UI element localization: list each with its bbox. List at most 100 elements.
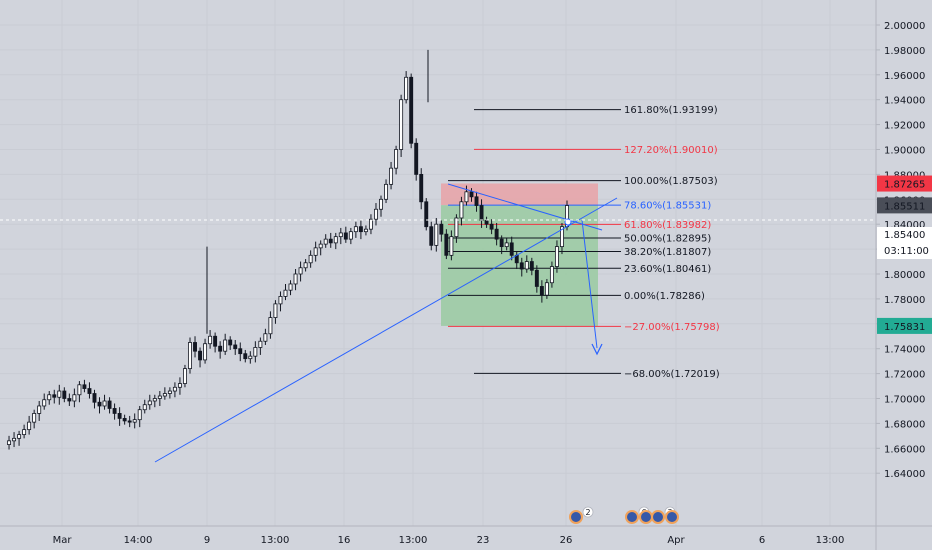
candle-up [132, 419, 137, 423]
time-axis[interactable]: Mar 14:00 9 13:00 16 13:00 23 26 Apr 6 13:00 [53, 535, 845, 546]
fib-level-label: 78.60%(1.85531) [624, 201, 711, 212]
candle-up [32, 413, 37, 423]
time-tick-label: 26 [560, 535, 573, 546]
fib-level-label: 50.00%(1.82895) [624, 233, 711, 244]
candlesticks [7, 49, 569, 450]
candle-down [439, 223, 444, 235]
event-count: 2 [585, 508, 590, 517]
candle-up [368, 218, 373, 230]
time-tick-label: 14:00 [124, 535, 153, 546]
price-tick-label: 1.66000 [884, 444, 925, 455]
candle-down [87, 388, 92, 394]
upper-price-badge: 1.87265 [884, 180, 925, 191]
candle-up [560, 226, 564, 248]
candle-up [313, 247, 318, 256]
candle-up [333, 236, 338, 244]
candle-down [122, 418, 127, 422]
candle-up [449, 236, 454, 256]
candle-up [17, 434, 22, 439]
time-tick-label: 6 [759, 535, 765, 546]
candle-down [218, 345, 223, 352]
candle-down [479, 205, 484, 221]
upper-price-badge-bg [877, 175, 932, 192]
candle-up [318, 243, 323, 249]
candle-up [27, 421, 32, 431]
candle-up [248, 355, 253, 360]
candle-up [203, 343, 208, 361]
event-flag-icon[interactable] [639, 510, 653, 524]
candle-up [283, 289, 288, 297]
candle-up [208, 335, 213, 345]
descending-trendline[interactable] [447, 183, 603, 231]
price-tick-label: 2.00000 [884, 21, 925, 32]
candle-down [489, 223, 494, 230]
price-tick-label: 1.72000 [884, 370, 925, 381]
candle-down [228, 339, 233, 346]
event-flag-icon[interactable] [651, 510, 665, 524]
candle-down [97, 401, 102, 407]
candle-up [459, 201, 464, 219]
candle-down [127, 420, 132, 423]
candle-up [268, 317, 273, 335]
candle-down [534, 269, 539, 287]
projection-arrow-line[interactable] [581, 219, 598, 349]
time-tick-label: 13:00 [399, 535, 428, 546]
candle-up [549, 266, 554, 284]
candle-up [188, 342, 192, 370]
take-profit-zone [441, 205, 598, 326]
candle-up [157, 395, 162, 399]
candle-up [348, 231, 353, 240]
event-flag-icon[interactable] [665, 510, 679, 524]
fib-level-label: −68.00%(1.72019) [624, 369, 720, 380]
candle-up [147, 400, 152, 406]
price-tick-label: 1.80000 [884, 270, 925, 281]
candle-up [363, 228, 368, 233]
event-flag-icon[interactable] [569, 510, 583, 524]
candle-down [52, 394, 57, 398]
candle-up [12, 437, 17, 442]
event-count-bubble [582, 506, 594, 518]
candle-down [343, 232, 348, 240]
candle-down [198, 350, 203, 361]
candle-up [167, 390, 172, 394]
event-flag-icon[interactable] [625, 510, 639, 524]
candle-up [544, 282, 549, 296]
candle-down [444, 233, 449, 256]
target-price-badge: 1.75831 [884, 322, 925, 333]
candle-up [102, 400, 107, 407]
candle-up [278, 296, 283, 305]
candle-down [519, 262, 524, 270]
event-markers[interactable]: 263 [569, 506, 679, 524]
time-tick-label: 16 [338, 535, 351, 546]
candle-down [499, 238, 504, 248]
candle-up [434, 223, 439, 246]
candle-up [162, 393, 167, 397]
candle-up [389, 167, 394, 185]
candle-up [183, 368, 187, 384]
trend-drawings[interactable] [154, 183, 618, 463]
candle-up [37, 405, 42, 414]
candle-up [308, 254, 313, 264]
fibonacci-retracement[interactable]: 161.80%(1.93199) 127.20%(1.90010) 100.00%(… [448, 105, 720, 380]
time-tick-label: 23 [477, 535, 490, 546]
candle-down [529, 261, 534, 271]
fib-level-label: 61.80%(1.83982) [624, 220, 711, 231]
price-tick-label: 1.90000 [884, 146, 925, 157]
price-badges: 1.87265 1.85511 1.85400 03:11:00 1.75831 [877, 175, 932, 334]
price-tick-label: 1.74000 [884, 345, 925, 356]
candle-down [414, 142, 419, 175]
current-price-badge: 1.85511 [884, 201, 925, 212]
candle-down [409, 76, 414, 144]
time-tick-label: 9 [204, 535, 210, 546]
candle-up [77, 384, 82, 396]
candle-down [238, 348, 243, 355]
target-price-badge-bg [877, 317, 932, 334]
candle-up [253, 347, 258, 357]
candle-up [374, 208, 378, 220]
fib-level-label: −27.00%(1.75798) [624, 322, 720, 333]
time-tick-label: 13:00 [816, 535, 845, 546]
ascending-trendline[interactable] [154, 197, 618, 463]
candle-up [172, 386, 177, 392]
